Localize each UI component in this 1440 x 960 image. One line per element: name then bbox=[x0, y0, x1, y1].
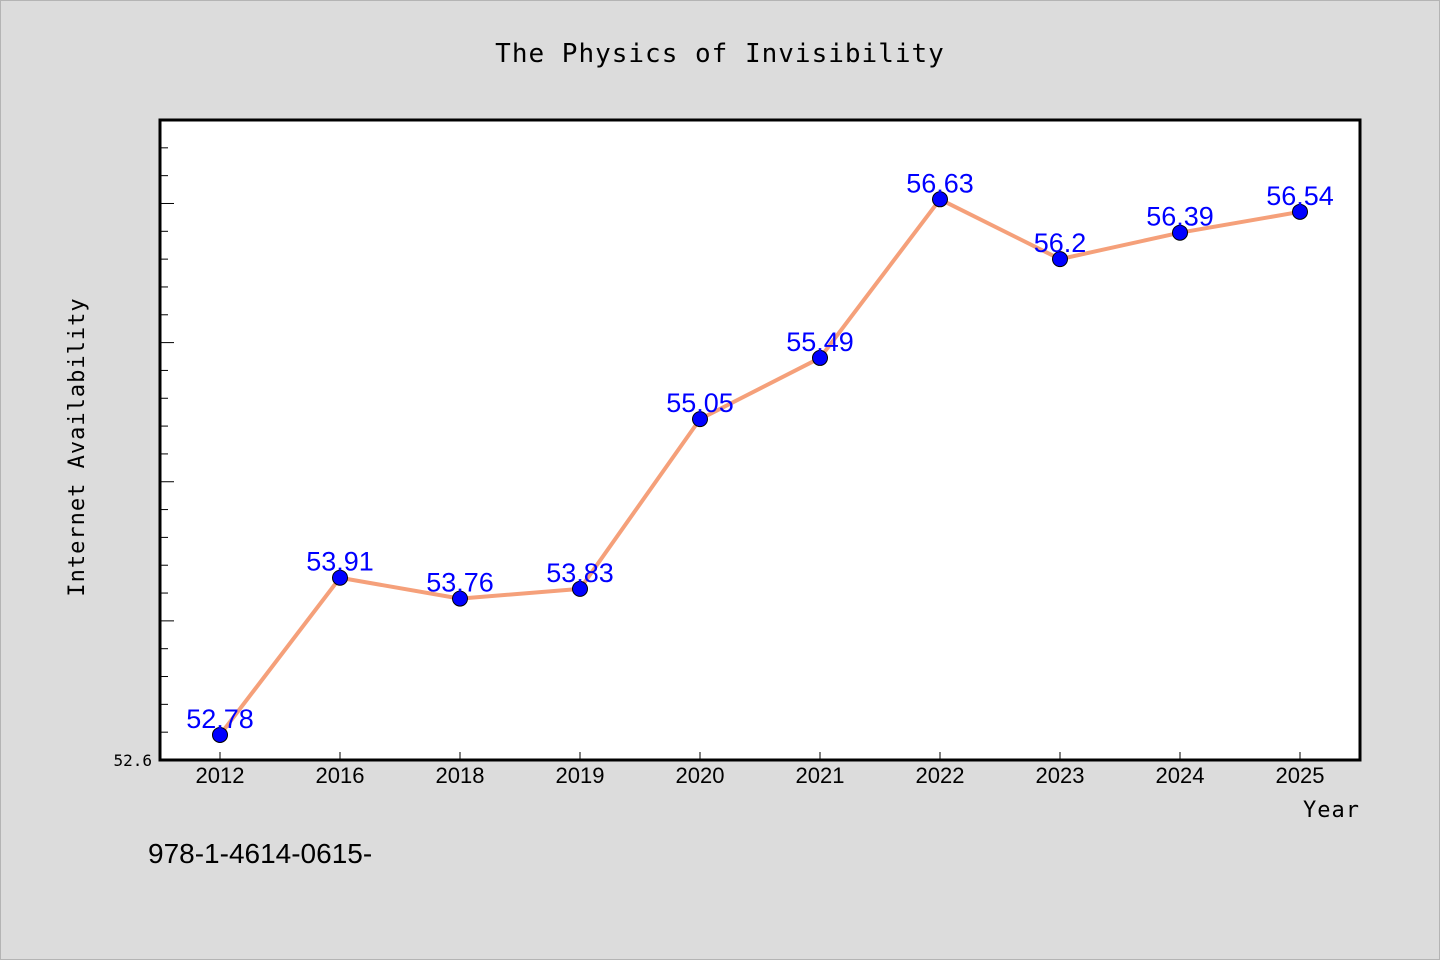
x-axis-tick-labels: 2012 2016 2018 2019 2020 2021 2022 2023 2024 2025 bbox=[196, 763, 1325, 788]
data-label: 55.05 bbox=[666, 388, 734, 418]
y-axis-ticks bbox=[160, 147, 174, 733]
data-label: 53.83 bbox=[546, 558, 614, 588]
data-point bbox=[572, 580, 588, 597]
data-labels: 52.78 53.91 53.76 53.83 55.05 55.49 56.63 56.2 5… bbox=[186, 168, 1334, 734]
data-label: 52.78 bbox=[186, 704, 254, 734]
data-point bbox=[692, 411, 708, 428]
data-label: 56.39 bbox=[1146, 202, 1214, 232]
data-point bbox=[932, 191, 948, 208]
x-axis-label: Year bbox=[1303, 798, 1360, 823]
x-tick-label: 2012 bbox=[196, 763, 245, 788]
y-tick-label: 52.6 bbox=[113, 751, 152, 770]
x-tick-label: 2019 bbox=[556, 763, 605, 788]
x-tick-label: 2022 bbox=[916, 763, 965, 788]
x-tick-label: 2024 bbox=[1156, 763, 1205, 788]
series-markers bbox=[212, 191, 1308, 743]
footer-isbn-text: 978-1-4614-0615- bbox=[148, 838, 372, 869]
data-point bbox=[812, 349, 828, 366]
data-point bbox=[452, 590, 468, 607]
series-line bbox=[218, 197, 1302, 737]
data-label: 53.91 bbox=[306, 547, 374, 577]
data-point bbox=[1172, 224, 1188, 241]
x-axis-ticks bbox=[219, 752, 1301, 760]
x-tick-label: 2020 bbox=[676, 763, 725, 788]
x-tick-label: 2016 bbox=[316, 763, 365, 788]
plot-area bbox=[158, 118, 1362, 762]
data-point bbox=[332, 569, 348, 586]
data-point bbox=[1052, 251, 1068, 268]
data-point bbox=[1292, 203, 1308, 220]
x-tick-label: 2025 bbox=[1276, 763, 1325, 788]
series-line-group bbox=[218, 197, 1302, 737]
data-label: 56.2 bbox=[1034, 228, 1087, 258]
x-tick-label: 2018 bbox=[436, 763, 485, 788]
data-point bbox=[212, 726, 228, 743]
data-label: 53.76 bbox=[426, 568, 494, 598]
y-axis-label: Internet Availability bbox=[65, 297, 90, 596]
chart-title: The Physics of Invisibility bbox=[495, 39, 945, 69]
x-tick-label: 2023 bbox=[1036, 763, 1085, 788]
x-tick-label: 2021 bbox=[796, 763, 845, 788]
data-label: 56.63 bbox=[906, 168, 974, 198]
data-label: 55.49 bbox=[786, 327, 854, 357]
data-label: 56.54 bbox=[1266, 181, 1334, 211]
